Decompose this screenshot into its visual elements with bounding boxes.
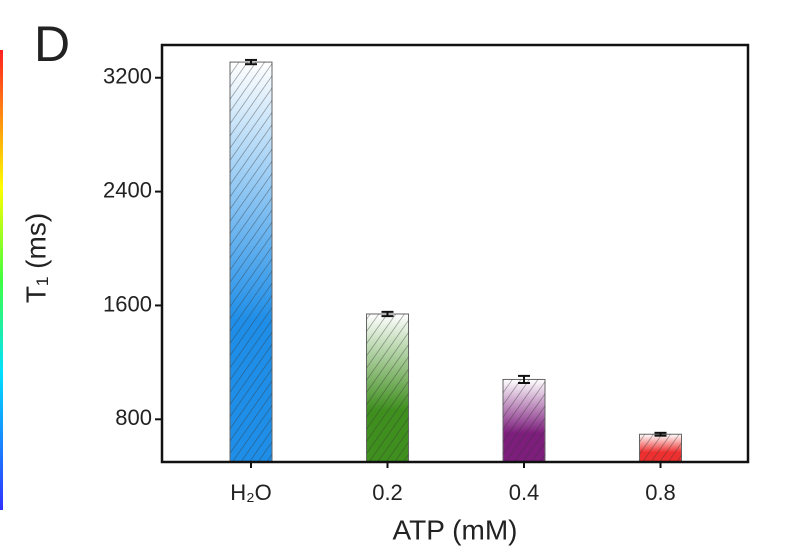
x-axis-title: ATP (mM)	[393, 514, 518, 545]
x-tick-label: 0.4	[509, 480, 540, 505]
y-tick-label: 800	[115, 405, 152, 430]
y-tick-label: 1600	[103, 291, 152, 316]
bar-hatch	[503, 379, 545, 462]
y-axis-title: T₁ (ms)	[20, 213, 51, 303]
bar-hatch	[366, 313, 409, 462]
colorbar-fragment	[0, 50, 3, 510]
bar-hatch	[230, 62, 272, 463]
bar-hatch	[639, 434, 682, 462]
panel-label: D	[34, 16, 70, 72]
x-tick-label: H₂O	[230, 480, 272, 505]
plot-frame	[160, 43, 750, 464]
y-tick-label: 2400	[103, 177, 152, 202]
y-tick-label: 3200	[103, 64, 152, 89]
x-tick-label: 0.2	[372, 480, 403, 505]
x-tick-label: 0.8	[645, 480, 676, 505]
